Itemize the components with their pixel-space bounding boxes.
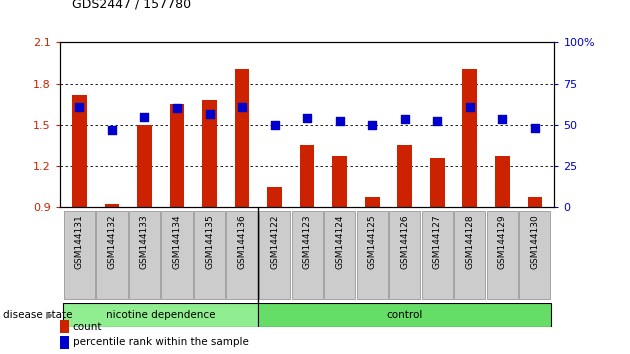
FancyBboxPatch shape — [63, 303, 258, 327]
FancyBboxPatch shape — [129, 211, 160, 299]
Bar — [527, 198, 542, 207]
Bar — [137, 125, 152, 207]
Bar — [267, 187, 282, 207]
FancyBboxPatch shape — [389, 211, 420, 299]
Text: GDS2447 / 157780: GDS2447 / 157780 — [72, 0, 192, 11]
Text: GSM144129: GSM144129 — [498, 215, 507, 269]
Text: GSM144135: GSM144135 — [205, 215, 214, 269]
Point — [205, 111, 215, 117]
FancyBboxPatch shape — [421, 211, 453, 299]
Text: percentile rank within the sample: percentile rank within the sample — [72, 337, 249, 348]
FancyBboxPatch shape — [194, 211, 225, 299]
Text: ▶: ▶ — [46, 310, 54, 320]
FancyBboxPatch shape — [161, 211, 193, 299]
Text: count: count — [72, 321, 102, 332]
Point — [172, 105, 182, 111]
Text: GSM144136: GSM144136 — [238, 215, 246, 269]
Text: disease state: disease state — [3, 310, 72, 320]
FancyBboxPatch shape — [519, 211, 551, 299]
Point — [302, 115, 312, 121]
Text: nicotine dependence: nicotine dependence — [106, 310, 215, 320]
Text: GSM144123: GSM144123 — [302, 215, 312, 269]
FancyBboxPatch shape — [258, 303, 551, 327]
Bar — [235, 69, 249, 207]
Point — [367, 122, 377, 128]
Point — [74, 104, 84, 110]
Text: GSM144130: GSM144130 — [530, 215, 539, 269]
Bar — [60, 336, 69, 349]
Bar — [72, 95, 87, 207]
Text: GSM144133: GSM144133 — [140, 215, 149, 269]
Point — [465, 104, 475, 110]
Text: GSM144134: GSM144134 — [173, 215, 181, 269]
FancyBboxPatch shape — [357, 211, 388, 299]
Text: GSM144132: GSM144132 — [107, 215, 117, 269]
FancyBboxPatch shape — [324, 211, 355, 299]
Point — [335, 118, 345, 124]
Point — [530, 125, 540, 130]
FancyBboxPatch shape — [292, 211, 323, 299]
Bar — [202, 100, 217, 207]
Point — [270, 122, 280, 128]
Text: GSM144128: GSM144128 — [466, 215, 474, 269]
Text: GSM144122: GSM144122 — [270, 215, 279, 269]
Bar — [105, 204, 119, 207]
Point — [139, 114, 149, 119]
Bar — [169, 104, 185, 207]
FancyBboxPatch shape — [64, 211, 95, 299]
Text: GSM144124: GSM144124 — [335, 215, 344, 269]
Point — [107, 127, 117, 133]
FancyBboxPatch shape — [226, 211, 258, 299]
Bar — [365, 198, 379, 207]
Bar — [333, 156, 347, 207]
Bar — [495, 156, 510, 207]
Text: GSM144126: GSM144126 — [400, 215, 410, 269]
FancyBboxPatch shape — [454, 211, 486, 299]
FancyBboxPatch shape — [487, 211, 518, 299]
Text: GSM144125: GSM144125 — [368, 215, 377, 269]
Point — [237, 104, 247, 110]
Bar — [60, 320, 69, 333]
Text: GSM144127: GSM144127 — [433, 215, 442, 269]
Bar — [430, 158, 445, 207]
Text: control: control — [387, 310, 423, 320]
Bar — [300, 145, 314, 207]
Bar — [462, 69, 477, 207]
FancyBboxPatch shape — [96, 211, 127, 299]
Point — [399, 116, 410, 122]
Point — [497, 116, 507, 122]
Point — [432, 118, 442, 124]
FancyBboxPatch shape — [259, 211, 290, 299]
Bar — [398, 145, 412, 207]
Text: GSM144131: GSM144131 — [75, 215, 84, 269]
